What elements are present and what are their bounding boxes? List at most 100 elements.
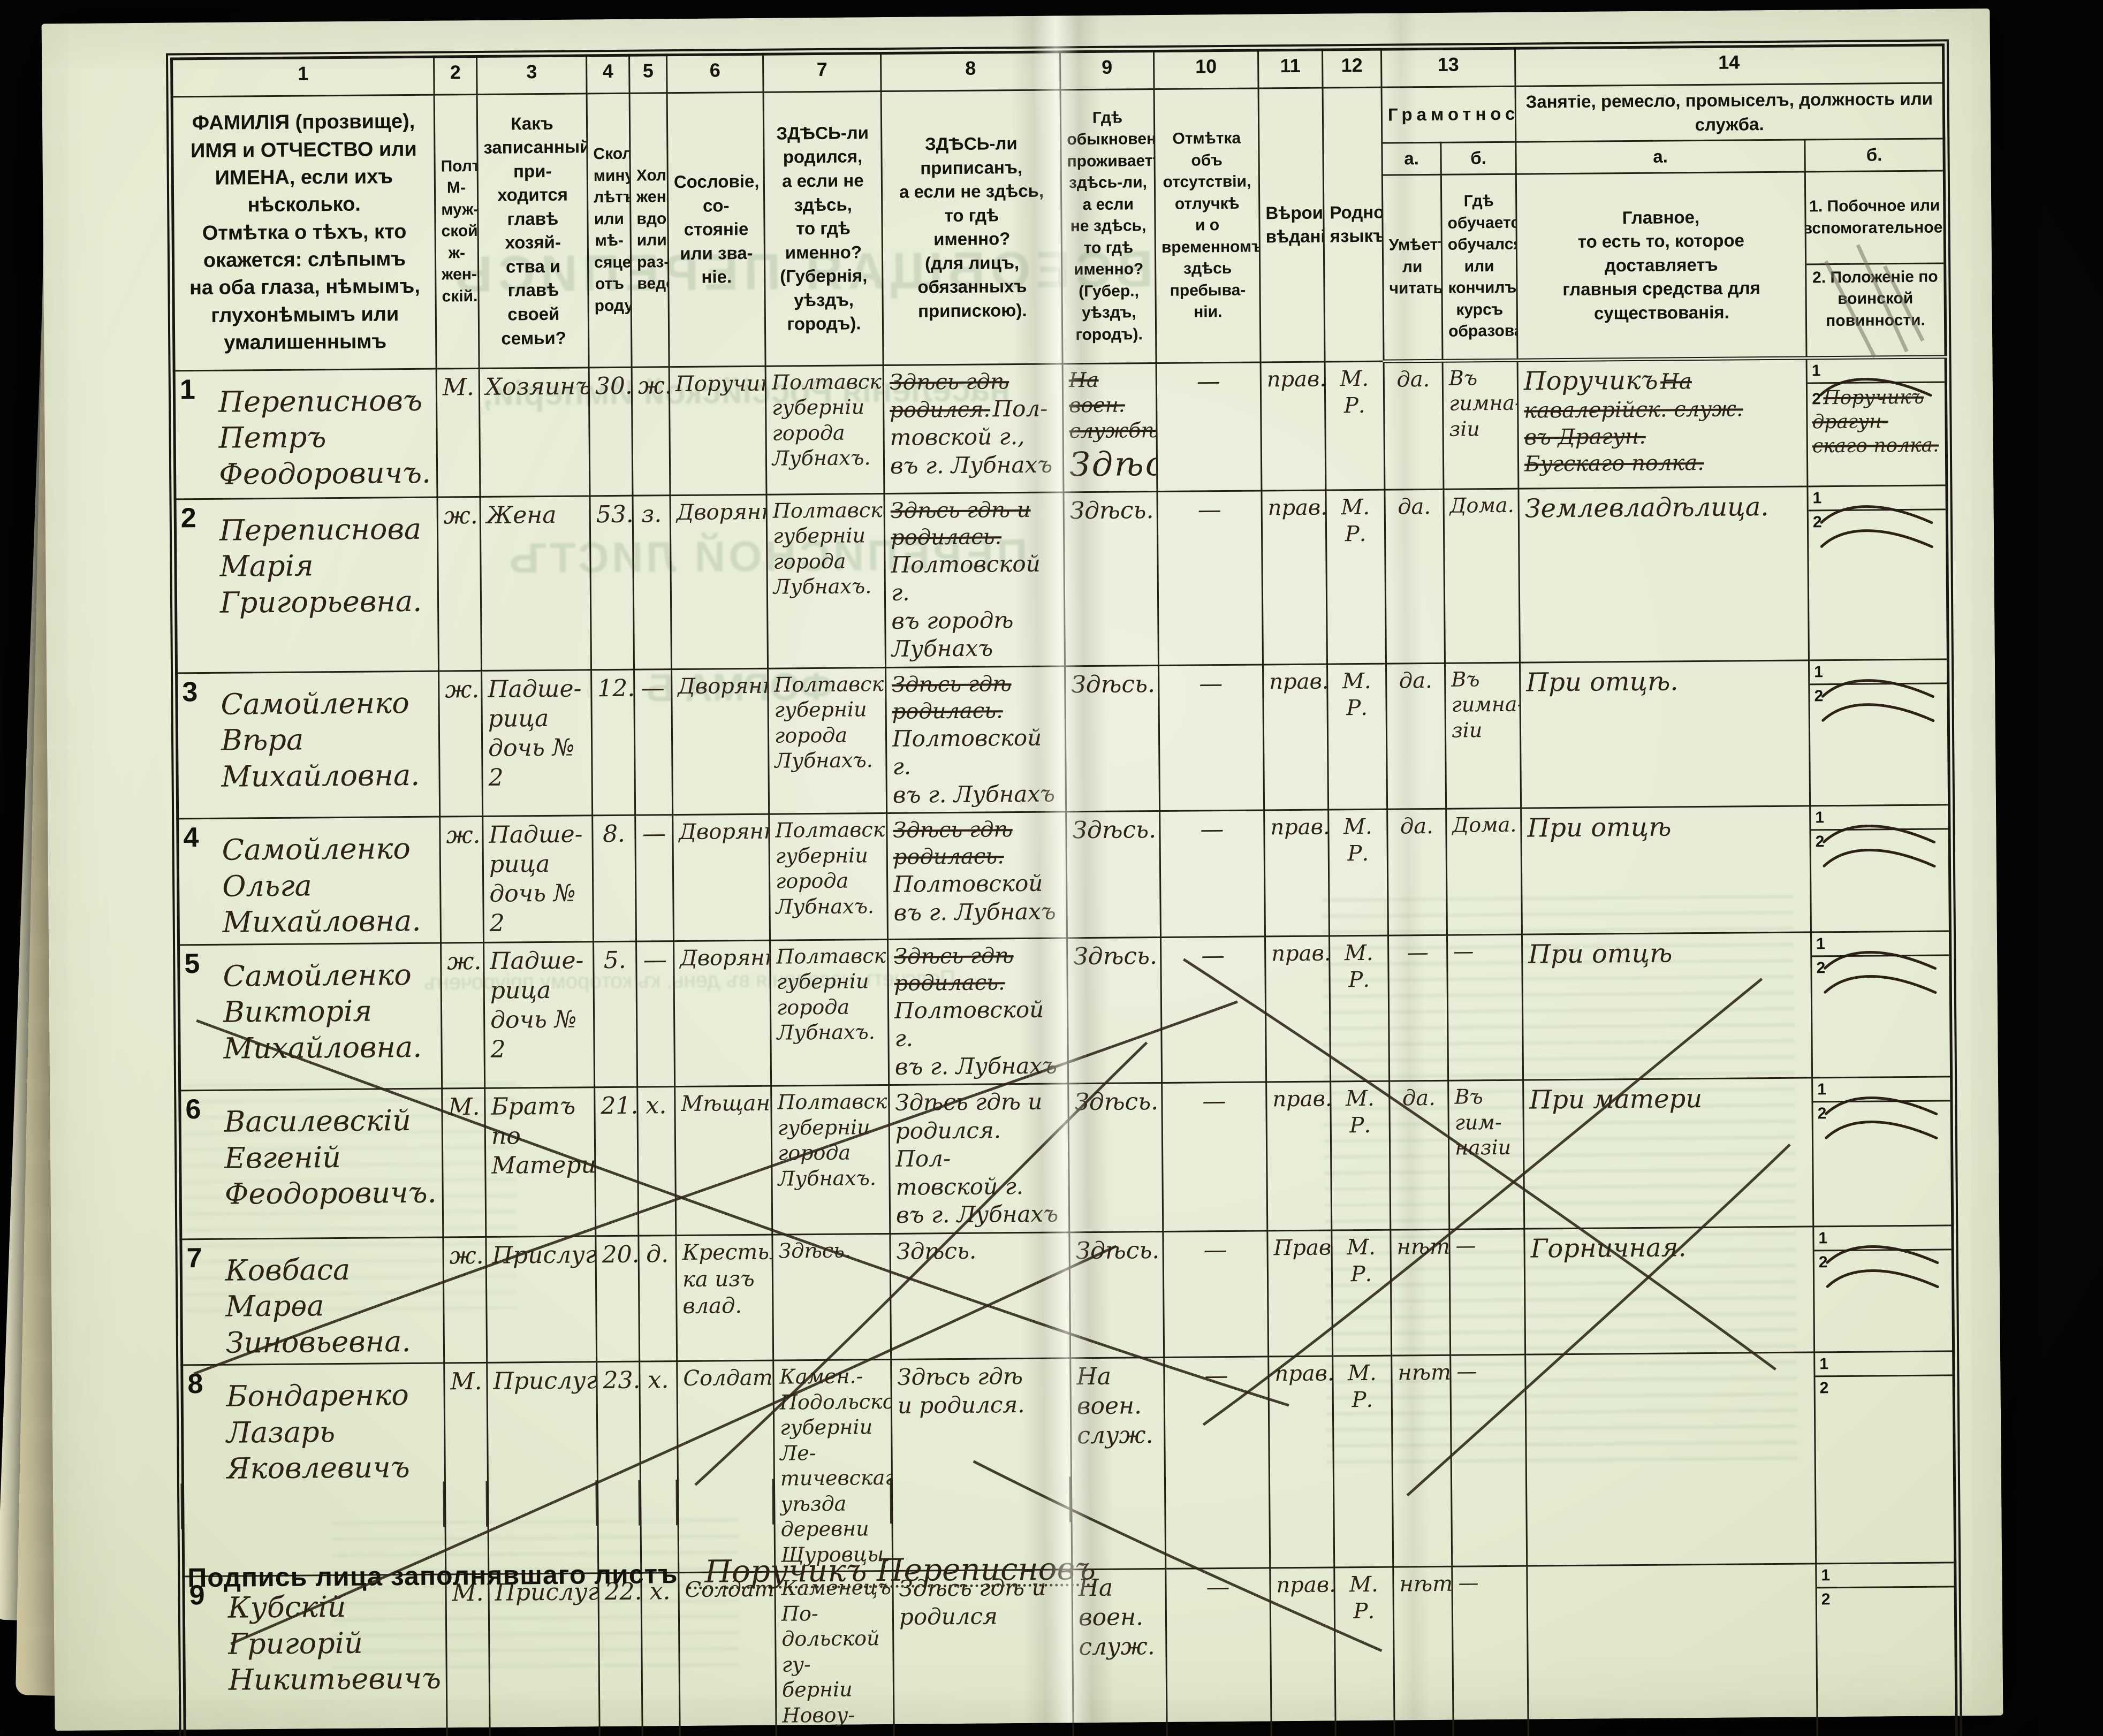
- header-name: ФАМИЛІЯ (прозвище), ИМЯ и ОТЧЕСТВО или И…: [172, 95, 437, 371]
- col-number: 11: [1258, 50, 1323, 88]
- occupation-a-label: а.: [1515, 140, 1805, 174]
- cell-education: Въ гим- назіи: [1454, 1085, 1512, 1160]
- flourish-dash: [1825, 1097, 1938, 1116]
- cell-registration: Полтовской г. въ г. Лубнахъ: [892, 724, 1056, 808]
- cell-name: 3 Самойленко Вѣра Михайловна.: [176, 671, 440, 819]
- cell-absence: —: [1203, 1236, 1227, 1264]
- cell-occupation: При отцѣ: [1527, 812, 1672, 843]
- cell-age: 20.: [602, 1240, 640, 1268]
- cell-occupation: Поручикъ: [1523, 365, 1658, 397]
- header-marital: Холостъ, женатъ, вдовъ или раз- веденъ.: [629, 93, 670, 367]
- cell-religion: прав.: [1267, 495, 1327, 521]
- cell-sex: М.: [448, 1093, 480, 1121]
- cell-occupation: При отцѣ.: [1526, 666, 1679, 698]
- cell-reads: да.: [1398, 494, 1431, 520]
- cell-birthplace: Каменецъ-По- дольской гу- берніи Новоу- …: [781, 1575, 895, 1736]
- header-estate: Сословіе, со- стояніе или зва- ніе.: [667, 92, 766, 367]
- col-number: 3: [476, 55, 587, 95]
- cell-relation: Прислуга: [492, 1240, 597, 1269]
- cell-absence: —: [1200, 816, 1224, 843]
- cell-religion: прав.: [1266, 367, 1326, 392]
- col-number: 4: [586, 55, 630, 94]
- cell-religion: прав.: [1269, 669, 1328, 695]
- cell-side-occupation: 1 2: [1807, 485, 1948, 660]
- side-occupation-1: 1: [1810, 660, 1947, 698]
- header-occupation-group: Занятіе, ремесло, промыселъ, должность и…: [1515, 82, 1944, 142]
- col-number: 10: [1153, 50, 1259, 89]
- side-occupation-1: 1: [1815, 1352, 1952, 1376]
- cell-occupation: Горничная.: [1530, 1232, 1687, 1264]
- cell-education: —: [1458, 1571, 1479, 1595]
- flourish-dash: [1821, 679, 1935, 698]
- cell-occupation: При отцѣ: [1528, 938, 1673, 970]
- header-age: Сколько минуло лѣтъ или мѣ- сяцевъ отъ р…: [587, 93, 632, 368]
- cell-birthplace: Полтавской губерніи города Лубнахъ.: [775, 817, 888, 919]
- side-note-number: 1: [1821, 1566, 1831, 1585]
- cell-absence: —: [1196, 367, 1221, 395]
- cell-language: М. Р.: [1349, 1572, 1379, 1624]
- person-row: 2 Переписнова Марія Григорьевна. ж. Жена…: [175, 485, 1948, 673]
- flourish-dash: [1824, 974, 1937, 994]
- cell-absence: —: [1204, 1362, 1228, 1390]
- literacy-b-label: б.: [1440, 142, 1516, 174]
- census-sheet-page: ВСЕОБЩАЯ ПЕРЕПИСЬ населенія Россійской И…: [41, 8, 2003, 1736]
- cell-birthplace: Полтавской губерніи города Лубнахъ.: [774, 672, 887, 773]
- cell-birthplace: Полтавской губерніи города Лубнахъ.: [776, 943, 889, 1045]
- header-birthplace: ЗДѢСЬ-ли родился, а если не здѣсь, то гд…: [763, 91, 884, 366]
- cell-marital: з.: [641, 500, 662, 528]
- col-number: 12: [1322, 49, 1382, 88]
- cell-side-occupation: 1 2: [1810, 805, 1950, 932]
- cell-religion: прав.: [1276, 1572, 1336, 1598]
- cell-language: М. Р.: [1340, 366, 1369, 418]
- header-occupation-side-1: 1. Побочное или вспомогательное.: [1805, 196, 1946, 238]
- row-number: 4: [183, 822, 199, 854]
- cell-absence: —: [1197, 496, 1221, 524]
- cell-education: Дома.: [1452, 812, 1517, 837]
- signature-block: Подпись лица заполнявшаго листъ Поручикъ…: [187, 1545, 1096, 1593]
- cell-side-occupation: 1 2: [1814, 1351, 1955, 1564]
- cell-marital: —: [641, 674, 665, 702]
- cell-age: 53.: [596, 500, 634, 528]
- cell-name: 2 Переписнова Марія Григорьевна.: [175, 497, 439, 673]
- cell-birthplace: Здѣсь.: [778, 1238, 852, 1263]
- cell-estate: Мѣщанинъ: [681, 1091, 772, 1117]
- cell-birthplace: Полтавской губерніи города Лубнахъ.: [772, 498, 886, 599]
- cell-birthplace: Камен.- Подольской губерніи Ле- тичевска…: [779, 1364, 893, 1567]
- cell-age: 12.: [597, 674, 635, 702]
- flourish-dash: [1823, 849, 1936, 868]
- cell-age: 30.: [595, 372, 633, 400]
- flourish-dash: [1824, 950, 1937, 970]
- cell-birthplace: Полтавской губерніи города Лубнахъ.: [777, 1089, 890, 1191]
- cell-side-occupation: 1 2: [1812, 1077, 1953, 1227]
- cell-name: 7 Ковбаса Марѳа Зиновьевна.: [180, 1237, 444, 1366]
- cell-residence: Здѣсь.: [1073, 942, 1158, 970]
- person-row: 3 Самойленко Вѣра Михайловна. ж. Падше- …: [176, 659, 1949, 819]
- flourish-dash: [1826, 1269, 1939, 1288]
- cell-birthplace: Полтавской губерніи города Лубнахъ.: [771, 369, 884, 470]
- cell-language: М. Р.: [1341, 494, 1370, 546]
- cell-religion: Прав.: [1273, 1235, 1333, 1260]
- header-literacy-group: Грамотность.: [1381, 86, 1516, 143]
- cell-religion: прав.: [1272, 1086, 1332, 1112]
- cell-registration-struck: Здѣсь гдѣ родилась.: [893, 817, 1013, 870]
- row-number: 3: [182, 676, 198, 707]
- cell-education: —: [1456, 1359, 1477, 1383]
- cell-side-occupation: 1 2: [1813, 1225, 1954, 1353]
- person-row: 7 Ковбаса Марѳа Зиновьевна. ж. Прислуга …: [180, 1225, 1954, 1366]
- cell-language: М. Р.: [1344, 940, 1373, 992]
- cell-side-occupation: 1 2: [1811, 931, 1952, 1078]
- header-literacy-education: Гдѣ обучается, обучался или кончилъ курс…: [1441, 173, 1518, 361]
- cell-reads: —: [1407, 940, 1429, 965]
- cell-reads: да.: [1399, 668, 1432, 694]
- person-name: Самойленко Ольга Михайловна.: [222, 832, 421, 939]
- table-body: 1 Переписновъ Петръ Феодоровичъ. М. Хозя…: [174, 356, 1960, 1736]
- cell-name: 6 Василевскій Евгеній Феодоровичъ.: [179, 1088, 443, 1239]
- side-occupation-1: 1: [1813, 1078, 1950, 1116]
- person-row: 5 Самойленко Викторія Михайловна. ж. Пад…: [178, 931, 1952, 1091]
- cell-sex: ж.: [443, 501, 478, 530]
- person-name: Ковбаса Марѳа Зиновьевна.: [225, 1252, 411, 1360]
- col-number: 13: [1381, 48, 1516, 88]
- header-registration: ЗДѢСЬ-ли приписанъ, а если не здѣсь, то …: [881, 89, 1063, 366]
- cell-residence: Здѣсь.: [1072, 816, 1157, 844]
